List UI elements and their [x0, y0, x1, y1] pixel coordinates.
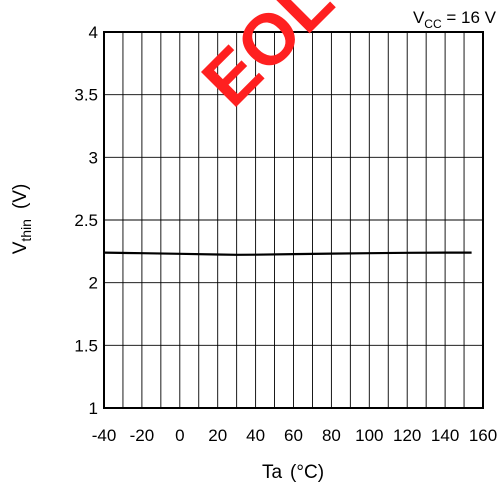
y-tick-label: 2.5 — [74, 211, 98, 230]
x-tick-label: -40 — [92, 426, 117, 445]
grid-lines — [103, 31, 484, 409]
x-tick-label: 0 — [175, 426, 184, 445]
x-tick-label: 60 — [284, 426, 303, 445]
x-tick-label: 100 — [355, 426, 383, 445]
x-tick-label: 40 — [246, 426, 265, 445]
series-line — [103, 251, 472, 256]
x-axis-title: Ta (°C) — [262, 462, 324, 483]
plot-border — [103, 31, 484, 409]
vcc-annotation: VCC = 16 V — [413, 8, 497, 31]
eol-watermark: EOL — [187, 0, 348, 122]
y-tick-label: 1.5 — [74, 336, 98, 355]
y-tick-labels: 1 1.5 2 2.5 3 3.5 4 — [74, 23, 98, 418]
plot-frame — [103, 31, 484, 409]
y-tick-label: 3.5 — [74, 86, 98, 105]
x-tick-label: -20 — [130, 426, 155, 445]
y-tick-label: 4 — [89, 23, 98, 42]
y-tick-label: 2 — [89, 274, 98, 293]
y-tick-label: 3 — [89, 148, 98, 167]
x-tick-label: 80 — [322, 426, 341, 445]
series-group — [103, 251, 472, 256]
x-tick-label: 120 — [393, 426, 421, 445]
x-tick-label: 20 — [208, 426, 227, 445]
y-tick-label: 1 — [89, 399, 98, 418]
x-tick-labels: -40 -20 0 20 40 60 80 100 120 140 160 — [92, 426, 497, 445]
x-tick-label: 140 — [431, 426, 459, 445]
x-tick-label: 160 — [469, 426, 497, 445]
y-axis-title: Vthin(V) — [10, 184, 34, 255]
